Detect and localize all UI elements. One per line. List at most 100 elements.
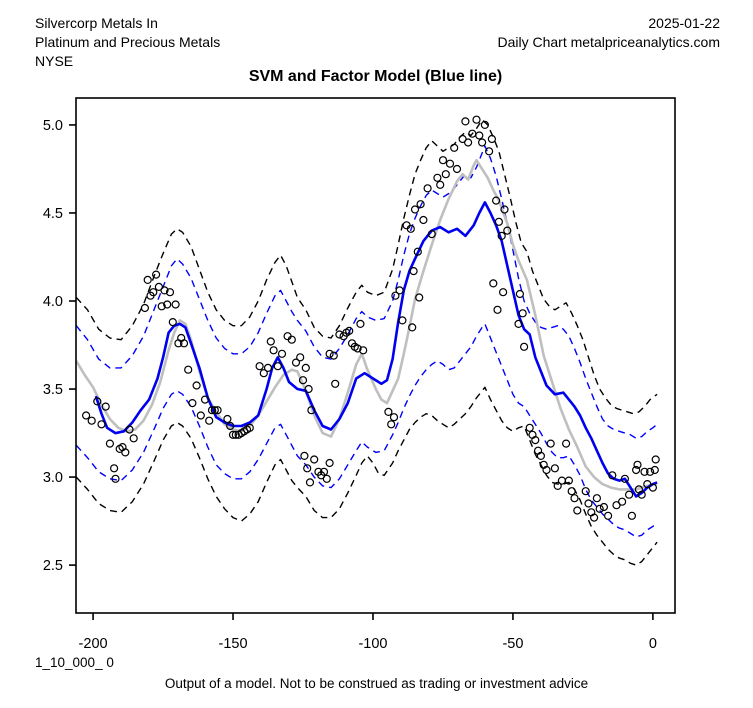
scatter-point [573, 506, 582, 515]
scatter-point [592, 494, 602, 503]
scatter-point [525, 423, 534, 432]
scatter-point [550, 464, 560, 473]
scatter-point [485, 147, 494, 156]
scatter-point [416, 200, 425, 209]
series-lower-outer-band [75, 386, 658, 566]
scatter-point [603, 511, 613, 520]
scatter-point [356, 319, 365, 328]
scatter-point [387, 420, 396, 429]
scatter-point [171, 300, 180, 309]
scatter-point [492, 196, 501, 205]
scatter-point [310, 455, 319, 464]
scatter-point [599, 502, 609, 512]
scatter-point [589, 513, 599, 522]
scatter-point [87, 416, 96, 425]
scatter-point [287, 335, 296, 344]
scatter-point [200, 395, 210, 404]
scatter-point [624, 490, 634, 499]
y-tick-label: 4.0 [43, 294, 63, 310]
scatter-point [129, 434, 138, 443]
y-tick-label: 3.5 [43, 382, 63, 398]
scatter-point [121, 448, 130, 457]
scatter-point [359, 346, 368, 355]
scatter-point [489, 279, 498, 288]
scatter-point [472, 115, 481, 124]
scatter-point [304, 384, 313, 394]
y-tick-label: 4.5 [43, 206, 63, 222]
scatter-point [408, 323, 417, 332]
scatter-point [163, 300, 172, 309]
scatter-point [389, 413, 399, 422]
scatter-point [608, 471, 617, 480]
scatter-point [307, 406, 316, 415]
scatter-point [561, 439, 571, 448]
scatter-point [627, 511, 637, 520]
scatter-point [557, 476, 567, 485]
scatter-point [93, 397, 102, 406]
scatter-point [335, 330, 344, 339]
scatter-point [475, 131, 484, 140]
scatter-point [409, 267, 418, 276]
scatter-point [226, 421, 235, 431]
scatter-point [245, 423, 254, 432]
x-tick-label: 0 [649, 636, 657, 652]
scatter-point [331, 379, 340, 388]
scatter-point [436, 180, 445, 189]
scatter-point [406, 224, 415, 233]
series-svm-model-blue [94, 201, 658, 498]
scatter-point [480, 120, 489, 130]
chart-date: 2025-01-22 [648, 15, 720, 31]
scatter-point [228, 430, 238, 439]
scatter-point [109, 464, 119, 473]
scatter-point [125, 425, 134, 434]
x-tick-label: -100 [358, 636, 387, 652]
scatter-point [160, 286, 169, 295]
scatter-point [398, 316, 407, 325]
scatter-point [179, 339, 189, 348]
scatter-point [165, 288, 175, 297]
header-left-block: Silvercorp Metals In Platinum and Precio… [35, 14, 220, 71]
scatter-point [419, 215, 428, 225]
scatter-point [97, 420, 106, 429]
scatter-point [553, 481, 562, 490]
scatter-point [493, 305, 502, 314]
exchange-name: NYSE [35, 53, 74, 69]
x-tick-label: -50 [502, 636, 523, 652]
scatter-point [140, 303, 149, 313]
scatter-point [542, 465, 551, 475]
scatter-point [300, 451, 309, 460]
scatter-point [259, 369, 268, 378]
scatter-point [531, 436, 540, 445]
scatter-point [438, 156, 448, 165]
scatter-point [478, 138, 487, 147]
scatter-point [157, 302, 166, 311]
scatter-point [464, 138, 473, 147]
y-tick-label: 2.5 [43, 558, 63, 574]
chart-source: Daily Chart metalpriceanalytics.com [497, 34, 720, 50]
series-factor-model-gray [75, 158, 658, 491]
scatter-point [497, 231, 506, 240]
scatter-point [445, 159, 455, 168]
scatter-point [564, 476, 574, 485]
scatter-point [503, 226, 512, 235]
scatter-point [487, 134, 496, 144]
scatter-point [291, 358, 301, 367]
scatter-point [391, 291, 400, 300]
scatter-point [519, 342, 529, 351]
scatter-point [305, 478, 315, 487]
scatter-point [536, 451, 546, 460]
scatter-point [415, 293, 424, 302]
scatter-point [81, 411, 91, 420]
scatter-point [168, 318, 177, 327]
scatter-point [301, 363, 310, 372]
scatter-point [595, 504, 604, 513]
scatter-point [648, 483, 658, 492]
scatter-point [452, 164, 462, 174]
scatter-point [329, 351, 338, 360]
scatter-point [322, 474, 331, 483]
scatter-point [231, 430, 240, 439]
plot-box [75, 97, 676, 614]
scatter-point [143, 275, 152, 284]
scatter-point [205, 416, 214, 425]
